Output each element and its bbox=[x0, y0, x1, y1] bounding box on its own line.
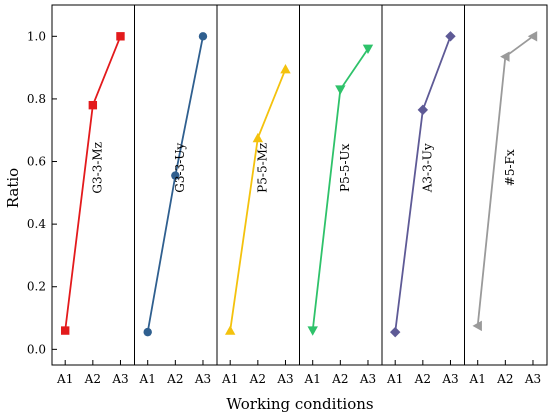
data-point bbox=[198, 32, 208, 41]
data-point bbox=[335, 85, 346, 95]
data-point bbox=[472, 320, 482, 332]
data-point bbox=[116, 32, 125, 41]
data-point bbox=[390, 326, 401, 338]
x-tick-label: A2 bbox=[496, 372, 513, 386]
data-point bbox=[225, 325, 236, 335]
x-tick-label: A1 bbox=[304, 372, 321, 386]
x-tick-label: A2 bbox=[166, 372, 183, 386]
x-tick-label: A2 bbox=[249, 372, 266, 386]
panel-3: A1 A2 A3 P5-5-Mz bbox=[216, 4, 300, 386]
x-tick-label: A1 bbox=[139, 372, 156, 386]
panel-label: P5-5-Mz bbox=[256, 143, 270, 193]
y-tick-label: 0.8 bbox=[27, 92, 46, 106]
x-tick-label: A2 bbox=[331, 372, 348, 386]
data-point bbox=[61, 326, 70, 335]
panel-label: A3-3-Uy bbox=[421, 143, 435, 193]
data-point bbox=[307, 326, 318, 336]
y-tick-label: 1.0 bbox=[27, 29, 46, 43]
series-line bbox=[229, 68, 287, 331]
data-point bbox=[143, 327, 152, 337]
data-point bbox=[88, 100, 98, 110]
data-point bbox=[445, 31, 456, 42]
panel-1: A1 A2 A3 G3-3-Mz bbox=[51, 4, 135, 386]
x-tick-label: A3 bbox=[276, 372, 293, 386]
x-tick-label: A3 bbox=[194, 372, 211, 386]
data-point bbox=[417, 104, 429, 116]
data-point bbox=[362, 44, 374, 55]
data-point bbox=[527, 31, 538, 42]
data-point bbox=[252, 132, 264, 143]
data-point bbox=[500, 51, 510, 62]
panel-2: A1 A2 A3 G3-3-Uy bbox=[134, 4, 218, 386]
data-point bbox=[280, 63, 291, 74]
panel-label: #5-Fx bbox=[503, 149, 517, 186]
panel-label: G3-3-Mz bbox=[91, 142, 105, 194]
y-axis: 0.0 0.2 0.4 0.6 0.8 1.0 bbox=[27, 29, 57, 356]
x-tick-label: A3 bbox=[359, 372, 376, 386]
data-point bbox=[171, 171, 180, 180]
y-tick-label: 0.0 bbox=[27, 342, 46, 356]
y-tick-label: 0.4 bbox=[27, 217, 46, 231]
panel-5: A1 A2 A3 A3-3-Uy bbox=[381, 4, 465, 386]
y-tick-label: 0.2 bbox=[27, 280, 46, 294]
x-tick-label: A1 bbox=[56, 372, 73, 386]
panel-4: A1 A2 A3 P5-5-Ux bbox=[299, 4, 383, 386]
panel-label: P5-5-Ux bbox=[338, 143, 352, 192]
x-tick-label: A3 bbox=[524, 372, 541, 386]
x-tick-label: A1 bbox=[469, 372, 486, 386]
x-tick-label: A1 bbox=[221, 372, 238, 386]
panel-6: A1 A2 A3 #5-Fx bbox=[464, 4, 548, 386]
panel-label: G3-3-Uy bbox=[173, 143, 187, 193]
x-tick-label: A3 bbox=[111, 372, 128, 386]
x-tick-label: A2 bbox=[84, 372, 101, 386]
x-tick-label: A1 bbox=[386, 372, 403, 386]
x-axis-title: Working conditions bbox=[226, 395, 373, 413]
x-tick-label: A2 bbox=[414, 372, 431, 386]
x-tick-label: A3 bbox=[441, 372, 458, 386]
y-tick-label: 0.6 bbox=[27, 155, 46, 169]
y-axis-title: Ratio bbox=[4, 168, 22, 208]
